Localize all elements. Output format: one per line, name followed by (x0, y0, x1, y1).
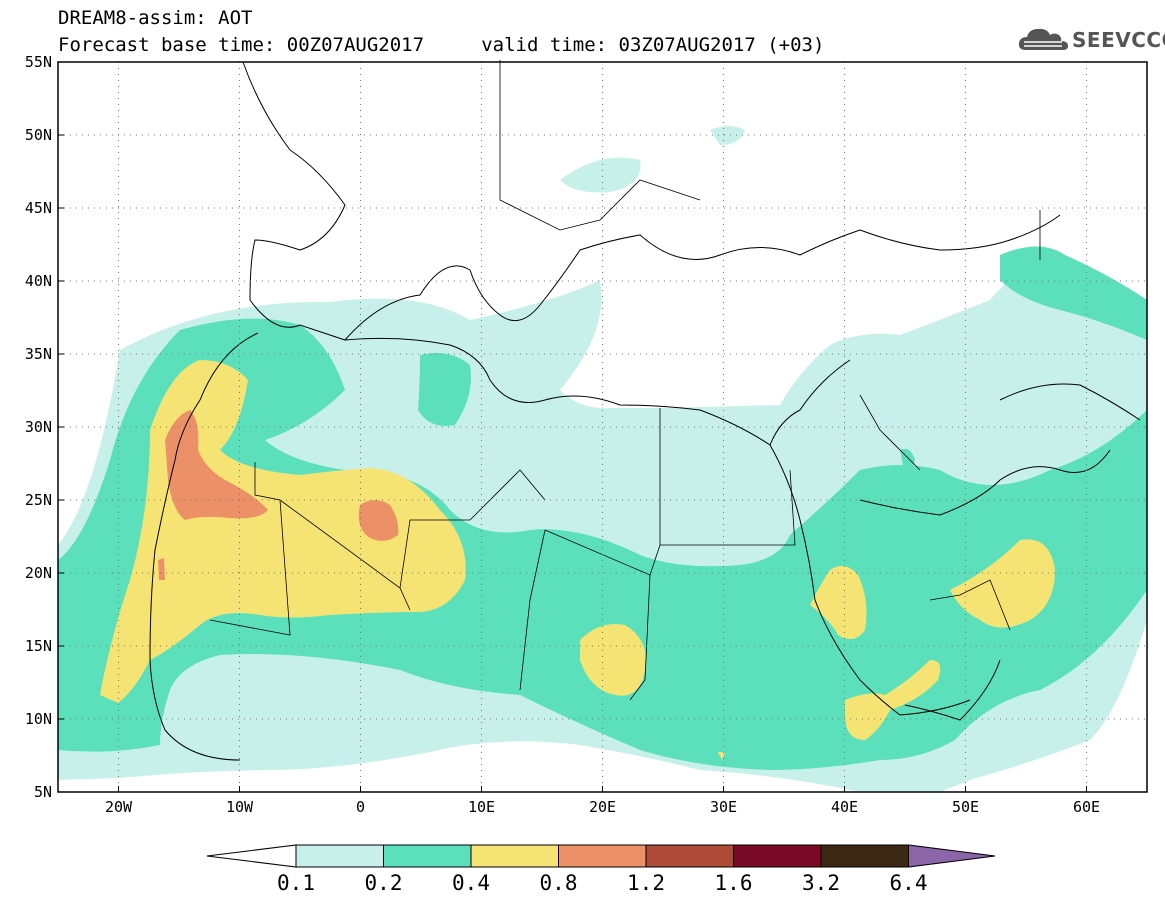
lon-tick-label: 30E (710, 798, 737, 816)
latitude-labels: 55N 50N 45N 40N 35N 30N 25N 20N 15N 10N 5N (25, 53, 64, 801)
colorbar-label: 0.2 (365, 871, 403, 895)
lon-tick-label: 10E (468, 798, 495, 816)
longitude-labels: 20W 10W 0 10E 20E 30E 40E 50E 60E (105, 786, 1100, 816)
colorbar-bin (558, 844, 647, 868)
cloud-icon (1018, 28, 1068, 50)
colorbar-label: 1.2 (627, 871, 665, 895)
colorbar-bin (383, 844, 472, 868)
lon-tick-label: 0 (356, 798, 365, 816)
colorbar-label: 3.2 (802, 871, 840, 895)
colorbar-bin (820, 844, 909, 868)
lon-tick-label: 20W (105, 798, 133, 816)
colorbar-over-triangle (908, 844, 996, 868)
lat-tick-label: 15N (25, 637, 52, 655)
lon-tick-label: 10W (226, 798, 254, 816)
logo-text: SEEVCCC (1072, 28, 1165, 52)
colorbar-bin (470, 844, 559, 868)
lat-tick-label: 10N (25, 710, 52, 728)
aot-band-0.8-1.2 (158, 410, 399, 580)
colorbar-bin (733, 844, 822, 868)
colorbar: 0.1 0.2 0.4 0.8 1.2 1.6 3.2 6.4 (206, 844, 996, 895)
lat-tick-label: 40N (25, 272, 52, 290)
map-title: DREAM8-assim: AOT (58, 7, 253, 29)
colorbar-label: 6.4 (890, 871, 928, 895)
colorbar-label: 0.8 (540, 871, 578, 895)
map-plot-area (57, 60, 1148, 793)
colorbar-bin (295, 844, 384, 868)
lat-tick-label: 20N (25, 564, 52, 582)
lat-tick-label: 50N (25, 126, 52, 144)
lat-tick-label: 55N (25, 53, 52, 71)
colorbar-label: 0.1 (277, 871, 315, 895)
lat-tick-label: 45N (25, 199, 52, 217)
lat-tick-label: 5N (34, 783, 52, 801)
colorbar-bin (645, 844, 734, 868)
lat-tick-label: 35N (25, 345, 52, 363)
colorbar-label: 1.6 (715, 871, 753, 895)
lon-tick-label: 50E (952, 798, 979, 816)
lat-tick-label: 30N (25, 418, 52, 436)
lon-tick-label: 20E (589, 798, 616, 816)
coastlines (149, 61, 1141, 761)
lon-tick-label: 60E (1073, 798, 1100, 816)
lon-tick-label: 40E (831, 798, 858, 816)
aot-band-0.2-0.4 (58, 246, 1147, 770)
lat-tick-label: 25N (25, 491, 52, 509)
country-borders (209, 60, 1041, 701)
forecast-time-subtitle: Forecast base time: 00Z07AUG2017 valid t… (58, 34, 825, 56)
colorbar-label: 0.4 (452, 871, 490, 895)
seevccc-logo: SEEVCCC (1018, 24, 1165, 56)
colorbar-under-triangle (206, 844, 297, 868)
